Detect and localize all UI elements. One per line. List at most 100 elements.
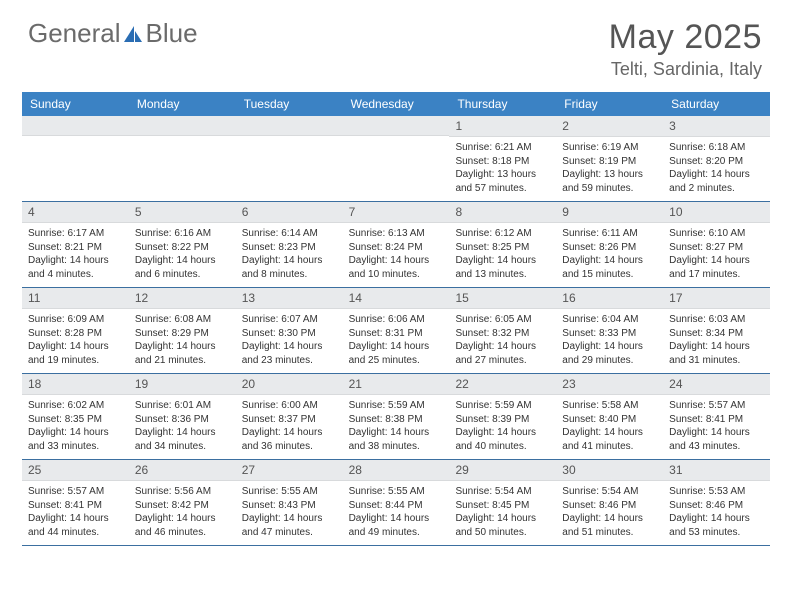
sunrise-value: 6:18 AM xyxy=(709,142,746,153)
sunset-label: Sunset: xyxy=(669,328,706,339)
day-body: Sunrise: 5:54 AMSunset: 8:45 PMDaylight:… xyxy=(449,481,556,545)
day-number: 12 xyxy=(129,288,236,309)
sunset-line: Sunset: 8:25 PM xyxy=(455,241,550,255)
sunrise-line: Sunrise: 6:03 AM xyxy=(669,313,764,327)
day-number: 22 xyxy=(449,374,556,395)
daylight-label: Daylight: xyxy=(28,341,70,352)
sunset-line: Sunset: 8:33 PM xyxy=(562,327,657,341)
daylight-line: Daylight: 14 hours and 36 minutes. xyxy=(242,426,337,453)
sunset-value: 8:37 PM xyxy=(278,414,315,425)
sunset-value: 8:33 PM xyxy=(599,328,636,339)
sunrise-line: Sunrise: 6:19 AM xyxy=(562,141,657,155)
daylight-line: Daylight: 14 hours and 17 minutes. xyxy=(669,254,764,281)
day-number xyxy=(129,116,236,136)
day-body: Sunrise: 5:59 AMSunset: 8:38 PMDaylight:… xyxy=(343,395,450,459)
sunset-label: Sunset: xyxy=(242,500,279,511)
sunset-label: Sunset: xyxy=(242,414,279,425)
day-body: Sunrise: 5:55 AMSunset: 8:43 PMDaylight:… xyxy=(236,481,343,545)
sunset-line: Sunset: 8:44 PM xyxy=(349,499,444,513)
sunrise-label: Sunrise: xyxy=(28,314,67,325)
sunrise-line: Sunrise: 6:02 AM xyxy=(28,399,123,413)
sunrise-line: Sunrise: 5:57 AM xyxy=(28,485,123,499)
day-body: Sunrise: 6:07 AMSunset: 8:30 PMDaylight:… xyxy=(236,309,343,373)
day-cell: 9Sunrise: 6:11 AMSunset: 8:26 PMDaylight… xyxy=(556,202,663,287)
day-number: 29 xyxy=(449,460,556,481)
sunrise-line: Sunrise: 5:56 AM xyxy=(135,485,230,499)
daylight-label: Daylight: xyxy=(28,255,70,266)
day-body: Sunrise: 6:02 AMSunset: 8:35 PMDaylight:… xyxy=(22,395,129,459)
sunrise-line: Sunrise: 6:12 AM xyxy=(455,227,550,241)
dow-header: Sunday xyxy=(22,92,129,116)
daylight-label: Daylight: xyxy=(455,427,497,438)
sunrise-line: Sunrise: 5:54 AM xyxy=(562,485,657,499)
sunrise-value: 5:57 AM xyxy=(67,486,104,497)
day-body: Sunrise: 6:18 AMSunset: 8:20 PMDaylight:… xyxy=(663,137,770,201)
sunset-line: Sunset: 8:38 PM xyxy=(349,413,444,427)
sunrise-value: 6:09 AM xyxy=(67,314,104,325)
day-cell: 1Sunrise: 6:21 AMSunset: 8:18 PMDaylight… xyxy=(449,116,556,201)
sunrise-value: 6:12 AM xyxy=(495,228,532,239)
daylight-line: Daylight: 14 hours and 8 minutes. xyxy=(242,254,337,281)
day-body: Sunrise: 6:04 AMSunset: 8:33 PMDaylight:… xyxy=(556,309,663,373)
sunset-label: Sunset: xyxy=(669,414,706,425)
day-number: 31 xyxy=(663,460,770,481)
daylight-label: Daylight: xyxy=(28,427,70,438)
sunrise-label: Sunrise: xyxy=(135,400,174,411)
daylight-line: Daylight: 14 hours and 38 minutes. xyxy=(349,426,444,453)
daylight-label: Daylight: xyxy=(349,255,391,266)
sunset-label: Sunset: xyxy=(135,242,172,253)
day-number: 24 xyxy=(663,374,770,395)
sunrise-value: 6:00 AM xyxy=(281,400,318,411)
day-cell: 7Sunrise: 6:13 AMSunset: 8:24 PMDaylight… xyxy=(343,202,450,287)
daylight-line: Daylight: 14 hours and 25 minutes. xyxy=(349,340,444,367)
sunset-label: Sunset: xyxy=(349,500,386,511)
location-subtitle: Telti, Sardinia, Italy xyxy=(609,59,762,80)
day-cell: 27Sunrise: 5:55 AMSunset: 8:43 PMDayligh… xyxy=(236,460,343,545)
daylight-line: Daylight: 14 hours and 49 minutes. xyxy=(349,512,444,539)
sunrise-label: Sunrise: xyxy=(349,228,388,239)
sunrise-value: 5:53 AM xyxy=(709,486,746,497)
day-number: 30 xyxy=(556,460,663,481)
day-body: Sunrise: 5:57 AMSunset: 8:41 PMDaylight:… xyxy=(22,481,129,545)
sunset-value: 8:34 PM xyxy=(706,328,743,339)
daylight-line: Daylight: 13 hours and 59 minutes. xyxy=(562,168,657,195)
sunrise-value: 6:19 AM xyxy=(602,142,639,153)
sunset-label: Sunset: xyxy=(242,328,279,339)
sunrise-label: Sunrise: xyxy=(135,486,174,497)
sunset-line: Sunset: 8:36 PM xyxy=(135,413,230,427)
sunset-line: Sunset: 8:26 PM xyxy=(562,241,657,255)
day-body: Sunrise: 6:08 AMSunset: 8:29 PMDaylight:… xyxy=(129,309,236,373)
sunset-line: Sunset: 8:46 PM xyxy=(562,499,657,513)
sunrise-line: Sunrise: 6:10 AM xyxy=(669,227,764,241)
sunrise-line: Sunrise: 6:16 AM xyxy=(135,227,230,241)
sunset-label: Sunset: xyxy=(28,414,65,425)
daylight-line: Daylight: 14 hours and 51 minutes. xyxy=(562,512,657,539)
day-cell: 3Sunrise: 6:18 AMSunset: 8:20 PMDaylight… xyxy=(663,116,770,201)
sunrise-value: 6:06 AM xyxy=(388,314,425,325)
daylight-label: Daylight: xyxy=(135,513,177,524)
daylight-label: Daylight: xyxy=(242,427,284,438)
sunset-value: 8:23 PM xyxy=(278,242,315,253)
sunset-line: Sunset: 8:41 PM xyxy=(28,499,123,513)
day-body: Sunrise: 5:53 AMSunset: 8:46 PMDaylight:… xyxy=(663,481,770,545)
sunrise-label: Sunrise: xyxy=(455,142,494,153)
daylight-line: Daylight: 14 hours and 53 minutes. xyxy=(669,512,764,539)
sunset-line: Sunset: 8:21 PM xyxy=(28,241,123,255)
daylight-line: Daylight: 14 hours and 33 minutes. xyxy=(28,426,123,453)
sunset-value: 8:45 PM xyxy=(492,500,529,511)
daylight-line: Daylight: 14 hours and 13 minutes. xyxy=(455,254,550,281)
daylight-label: Daylight: xyxy=(455,255,497,266)
day-number: 7 xyxy=(343,202,450,223)
day-cell xyxy=(22,116,129,201)
sunset-value: 8:32 PM xyxy=(492,328,529,339)
sunrise-value: 6:03 AM xyxy=(709,314,746,325)
sunset-label: Sunset: xyxy=(562,328,599,339)
day-number: 21 xyxy=(343,374,450,395)
sunset-value: 8:41 PM xyxy=(706,414,743,425)
brand-logo: General Blue xyxy=(28,18,198,49)
sunset-value: 8:26 PM xyxy=(599,242,636,253)
dow-header: Friday xyxy=(556,92,663,116)
daylight-line: Daylight: 13 hours and 57 minutes. xyxy=(455,168,550,195)
day-body: Sunrise: 6:00 AMSunset: 8:37 PMDaylight:… xyxy=(236,395,343,459)
sunrise-value: 5:55 AM xyxy=(388,486,425,497)
